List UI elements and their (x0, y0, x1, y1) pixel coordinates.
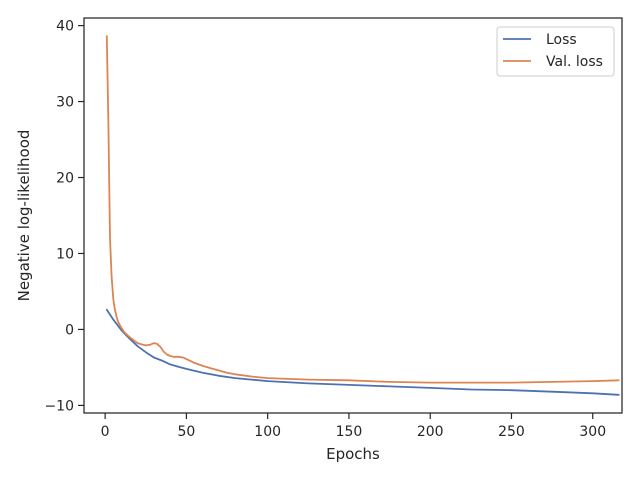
legend-label-loss: Loss (546, 32, 577, 48)
x-tick-label: 0 (101, 424, 110, 440)
x-tick-label: 50 (177, 424, 195, 440)
y-tick-label: 20 (56, 171, 74, 187)
y-tick-label: 30 (56, 95, 74, 111)
y-axis-label: Negative log-likelihood (15, 130, 33, 302)
series-layer (105, 35, 620, 396)
legend: Loss Val. loss (496, 26, 615, 77)
x-axis-label: Epochs (326, 445, 380, 463)
x-tick-label: 100 (254, 424, 281, 440)
x-tick-label: 250 (498, 424, 525, 440)
y-axis-ticks: −10 0 10 20 30 40 (44, 19, 84, 414)
series-line-val-loss (105, 35, 620, 384)
series-line-loss (105, 308, 620, 396)
y-tick-label: 10 (56, 246, 74, 262)
legend-label-val-loss: Val. loss (546, 54, 603, 70)
y-tick-label: −10 (44, 398, 74, 414)
x-tick-label: 150 (336, 424, 363, 440)
x-tick-label: 200 (417, 424, 444, 440)
plot-frame (83, 17, 623, 414)
x-axis-ticks: 0 50 100 150 200 250 300 (101, 413, 606, 440)
x-tick-label: 300 (579, 424, 606, 440)
y-tick-label: 40 (56, 19, 74, 35)
y-tick-label: 0 (65, 322, 74, 338)
